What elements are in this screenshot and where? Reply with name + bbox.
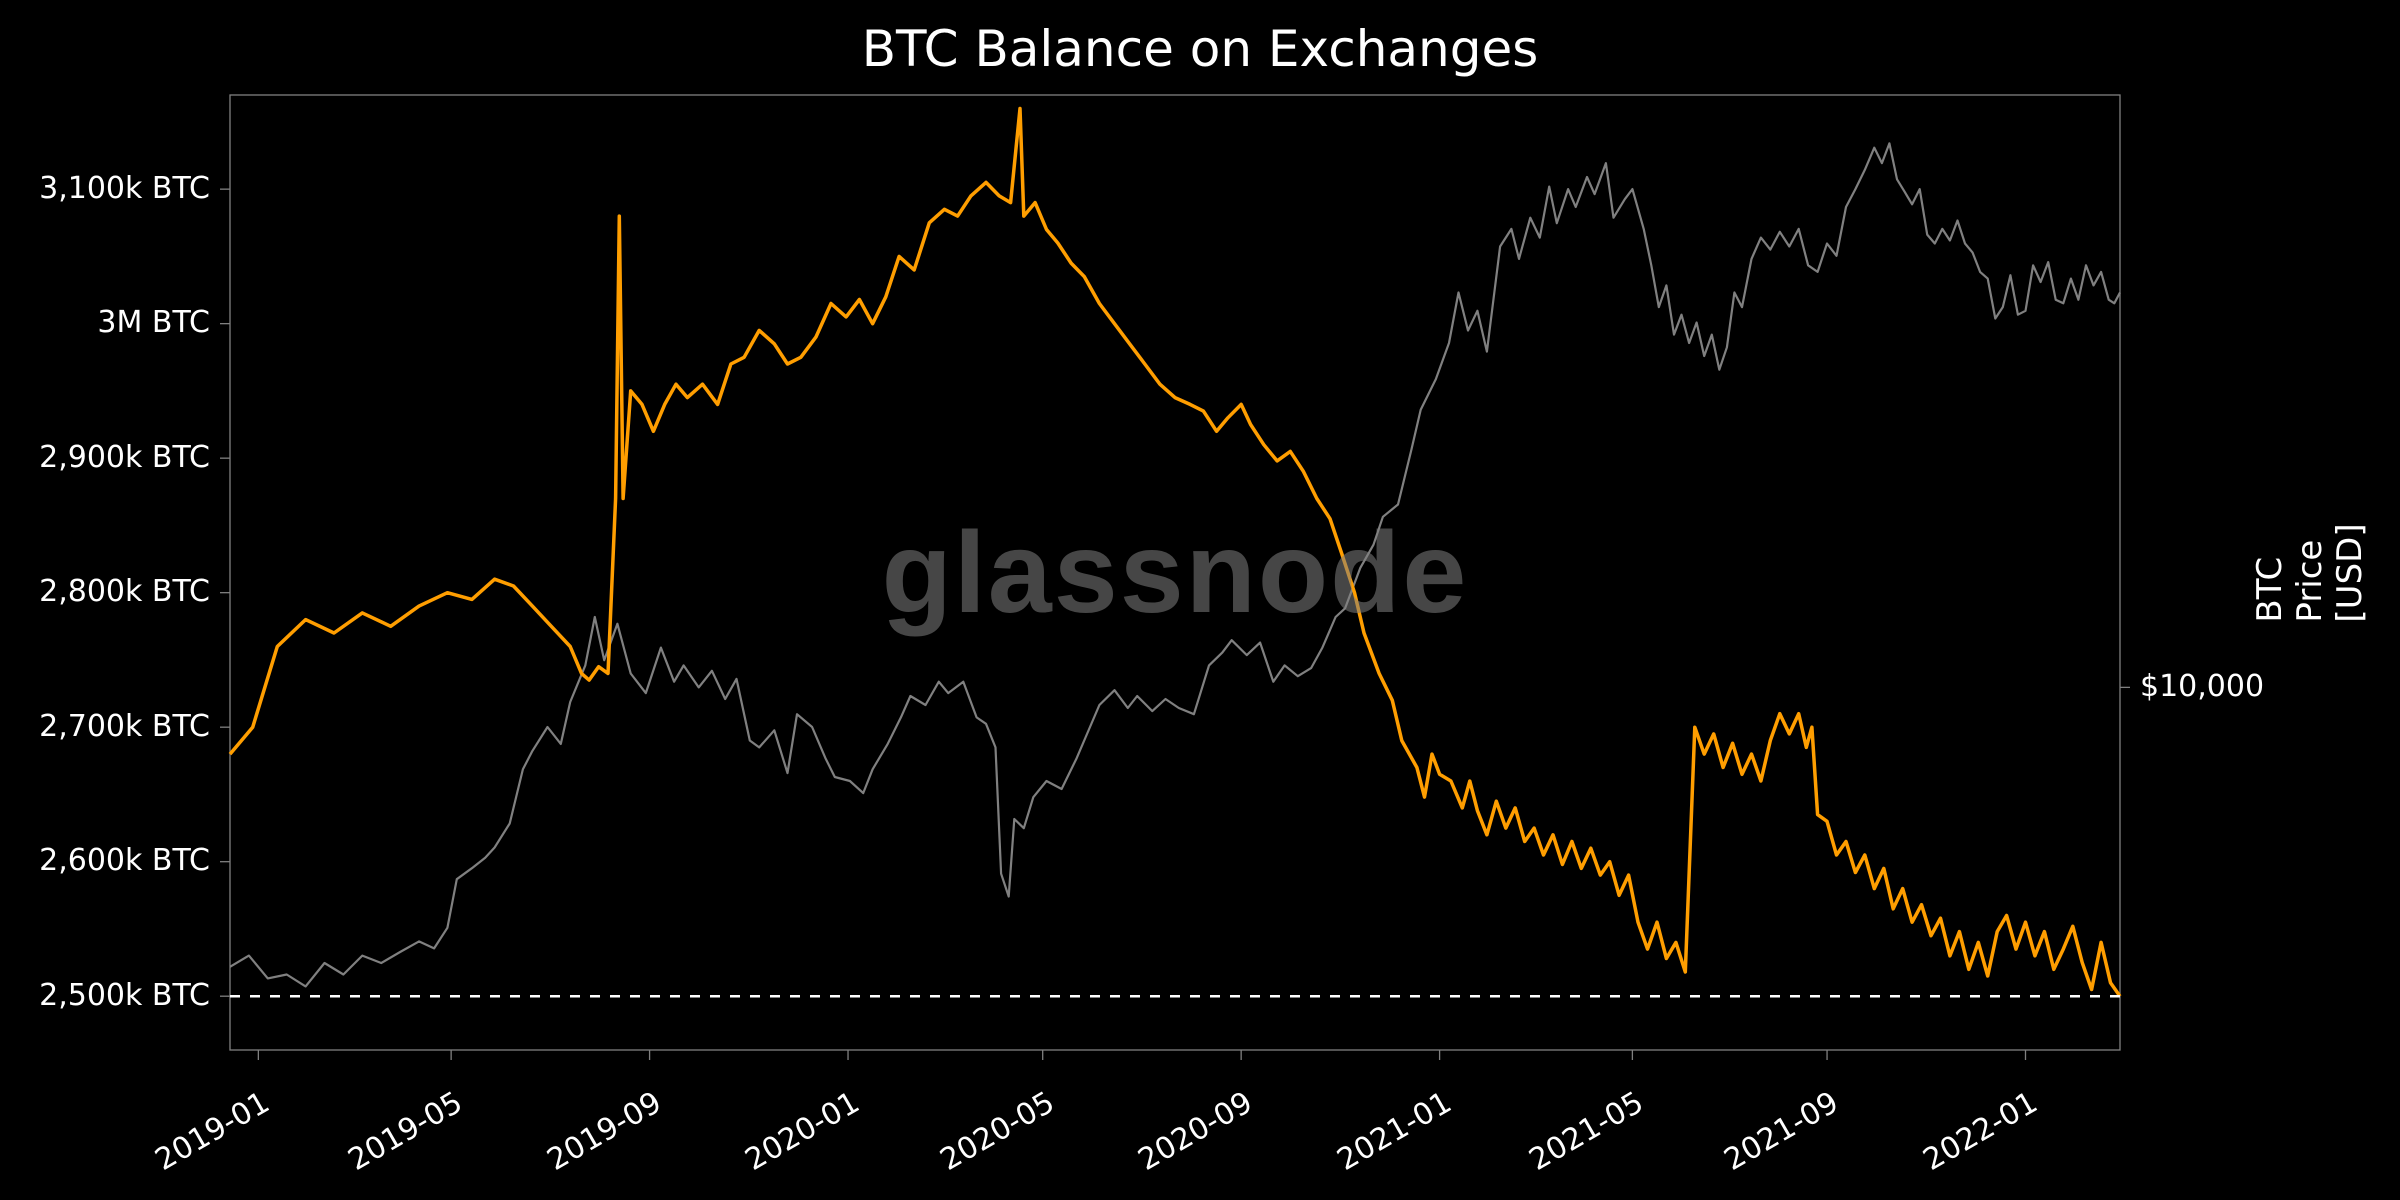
balance-line — [230, 109, 2120, 997]
y-axis-right-label: BTC Price [USD] — [2250, 523, 2370, 622]
chart-plot-area: glassnode — [230, 95, 2120, 1050]
y-left-tick-label: 2,600k BTC — [39, 843, 210, 878]
x-tick-label: 2020-01 — [848, 1085, 866, 1115]
y-left-tick-label: 2,500k BTC — [39, 978, 210, 1013]
x-tick-label: 2021-09 — [1827, 1085, 1845, 1115]
x-tick-label: 2021-01 — [1440, 1085, 1458, 1115]
price-line — [230, 143, 2120, 986]
x-tick-label: 2020-05 — [1043, 1085, 1061, 1115]
y-left-tick-label: 2,800k BTC — [39, 574, 210, 609]
chart-title: BTC Balance on Exchanges — [0, 20, 2400, 78]
chart-svg — [230, 95, 2120, 1050]
x-tick-label: 2019-01 — [258, 1085, 276, 1115]
x-tick-label: 2019-09 — [650, 1085, 668, 1115]
y-left-tick-label: 3M BTC — [97, 305, 210, 340]
x-tick-label: 2022-01 — [2026, 1085, 2044, 1115]
y-right-tick-label: $10,000 — [2140, 669, 2264, 704]
x-tick-label: 2021-05 — [1632, 1085, 1650, 1115]
y-left-tick-label: 3,100k BTC — [39, 171, 210, 206]
y-left-tick-label: 2,700k BTC — [39, 709, 210, 744]
x-tick-label: 2019-05 — [451, 1085, 469, 1115]
x-tick-label: 2020-09 — [1241, 1085, 1259, 1115]
y-left-tick-label: 2,900k BTC — [39, 440, 210, 475]
